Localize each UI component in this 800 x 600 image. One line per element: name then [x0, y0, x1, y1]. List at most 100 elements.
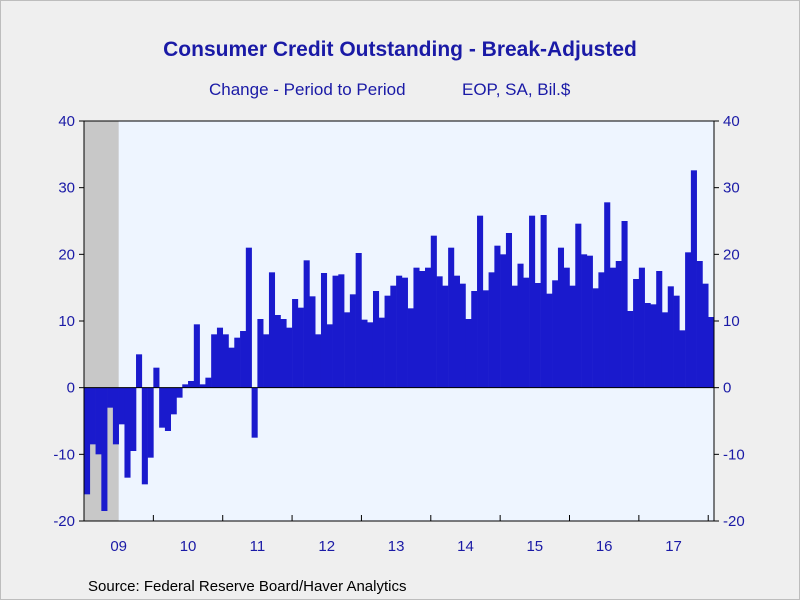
- bar: [136, 354, 143, 388]
- bar: [89, 387, 96, 445]
- bar: [609, 267, 617, 388]
- x-axis: 09 10 11 12 13 14 15 16 17: [84, 387, 714, 555]
- bar: [245, 247, 252, 388]
- bar: [141, 387, 148, 485]
- y-tick-label: -20: [723, 513, 745, 530]
- bar: [176, 387, 183, 398]
- bar: [534, 283, 541, 388]
- bar: [182, 384, 189, 388]
- bar: [575, 223, 582, 388]
- bar: [326, 324, 333, 388]
- bar: [656, 271, 663, 388]
- bar: [529, 215, 536, 388]
- bar: [425, 267, 432, 388]
- bar: [344, 312, 351, 388]
- bar: [540, 215, 547, 388]
- x-tick-label: 17: [665, 538, 682, 555]
- bar: [633, 279, 640, 388]
- bar: [309, 296, 316, 388]
- bar: [448, 247, 455, 388]
- bar: [552, 280, 559, 388]
- bar: [107, 387, 114, 408]
- bar: [482, 290, 489, 388]
- bar: [159, 387, 166, 428]
- bar: [153, 367, 160, 388]
- x-tick-label: 16: [596, 538, 613, 555]
- bar: [315, 334, 322, 388]
- bar: [511, 285, 518, 388]
- bar: [430, 235, 437, 388]
- y-tick-label: -10: [53, 446, 75, 463]
- bar: [390, 285, 397, 388]
- chart-subtitle-measure: Change - Period to Period: [209, 80, 406, 99]
- bar: [621, 221, 628, 388]
- y-tick-label: 30: [723, 180, 740, 197]
- bar: [147, 387, 154, 458]
- bar: [453, 275, 460, 388]
- source-note: Source: Federal Reserve Board/Haver Anal…: [88, 578, 407, 595]
- bar-chart: -20 -10 0 10 20 30 40 -20 -10 0 10 20 30 40 09 10 11 12…: [53, 113, 745, 555]
- y-tick-label: 40: [723, 113, 740, 130]
- x-tick-label: 15: [526, 538, 543, 555]
- bar: [101, 387, 108, 511]
- y-tick-label: 10: [723, 313, 740, 330]
- bar: [384, 295, 391, 388]
- bar: [372, 291, 380, 388]
- bar: [592, 288, 599, 388]
- bar: [557, 247, 565, 388]
- x-tick-label: 14: [457, 538, 474, 555]
- bar: [627, 311, 634, 388]
- bar: [286, 327, 293, 388]
- bar: [604, 202, 611, 388]
- bar: [586, 255, 593, 388]
- bar: [164, 387, 171, 431]
- bar: [251, 387, 258, 438]
- bar: [413, 267, 420, 388]
- bar: [280, 319, 287, 388]
- bar: [471, 291, 478, 388]
- bar: [598, 272, 605, 388]
- bar: [436, 276, 443, 388]
- y-tick-label: 0: [67, 380, 75, 397]
- bar: [679, 330, 686, 388]
- bar: [638, 267, 645, 388]
- x-tick-label: 12: [318, 538, 335, 555]
- bar: [240, 331, 247, 388]
- bar: [690, 170, 697, 388]
- bar: [188, 381, 195, 388]
- y-axis-left: -20 -10 0 10 20 30 40: [53, 113, 84, 530]
- y-tick-label: -20: [53, 513, 75, 530]
- bar: [367, 322, 374, 388]
- x-tick-label: 10: [180, 538, 197, 555]
- bar: [442, 285, 449, 388]
- bar: [84, 387, 91, 495]
- bar: [563, 267, 570, 388]
- bar: [696, 261, 703, 388]
- bar: [95, 387, 102, 455]
- bar: [581, 254, 588, 388]
- bar: [494, 245, 501, 388]
- bar: [320, 273, 328, 388]
- bar: [615, 261, 622, 388]
- bar: [667, 286, 674, 388]
- bar: [332, 275, 339, 388]
- bar: [170, 387, 177, 415]
- bar: [297, 307, 304, 388]
- bar: [465, 319, 472, 388]
- bar: [546, 293, 553, 388]
- y-tick-label: 10: [58, 313, 75, 330]
- bar: [419, 271, 426, 388]
- bar: [193, 324, 200, 388]
- bar: [661, 312, 669, 388]
- y-tick-label: 0: [723, 380, 731, 397]
- y-tick-label: 20: [58, 246, 75, 263]
- bar: [477, 215, 484, 388]
- plot-border: [83, 120, 715, 522]
- y-axis-right: -20 -10 0 10 20 30 40: [714, 113, 745, 530]
- x-tick-label: 11: [250, 538, 266, 555]
- bar: [234, 337, 241, 388]
- x-tick-label: 09: [110, 538, 127, 555]
- bar: [650, 304, 657, 388]
- bar: [205, 377, 212, 388]
- bar: [459, 283, 466, 388]
